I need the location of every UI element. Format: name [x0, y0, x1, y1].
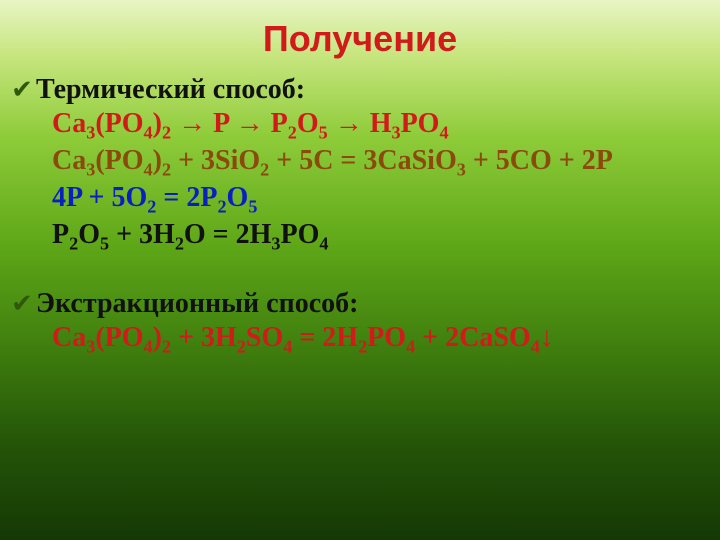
section-title: Термический способ:: [36, 74, 305, 106]
section-header: ✔ Экстракционный способ:: [8, 288, 720, 320]
checkmark-icon: ✔: [8, 289, 36, 319]
equation-line: Ca3(PO4)2 → P → P2O5 → H3PO4: [8, 106, 720, 143]
section-header: ✔ Термический способ:: [8, 74, 720, 106]
checkmark-icon: ✔: [8, 75, 36, 105]
section-extraction: ✔ Экстракционный способ: Ca3(PO4)2 + 3H2…: [8, 288, 720, 357]
slide-content: ✔ Термический способ: Ca3(PO4)2 → P → P2…: [0, 74, 720, 357]
section-thermal: ✔ Термический способ: Ca3(PO4)2 → P → P2…: [8, 74, 720, 254]
equation-line: P2O5 + 3H2O = 2H3PO4: [8, 217, 720, 254]
slide-title: Получение: [0, 0, 720, 74]
section-title: Экстракционный способ:: [36, 288, 359, 320]
equation-line: Ca3(PO4)2 + 3H2SO4 = 2H2PO4 + 2CaSO4↓: [8, 320, 720, 357]
equation-line: 4P + 5O2 = 2P2O5: [8, 180, 720, 217]
equation-line: Ca3(PO4)2 + 3SiO2 + 5C = 3CaSiO3 + 5CO +…: [8, 143, 720, 180]
